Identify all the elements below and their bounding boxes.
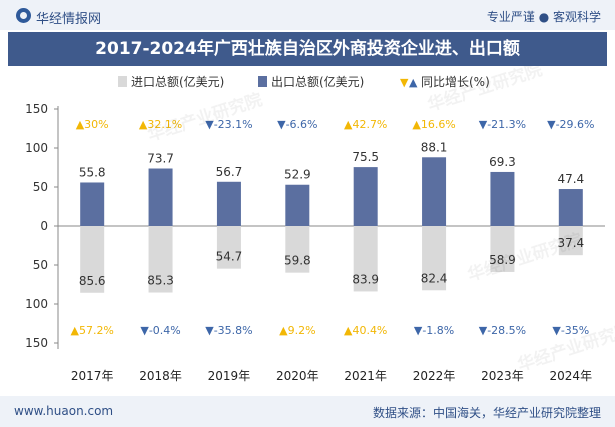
export-bar [216, 181, 241, 226]
export-bar [558, 189, 583, 226]
chart-svg: 进口总额(亿美元) 出口总额(亿美元) ▼ ▲ 同比增长(%) 150100500501… [25, 66, 615, 383]
y-tick-label: 150 [25, 336, 48, 350]
import-value-label: 54.7 [216, 250, 243, 264]
x-tick-label: 2024年 [550, 369, 593, 383]
export-growth-label: ▼-23.1% [205, 118, 252, 131]
export-value-label: 52.9 [284, 168, 311, 182]
export-value-label: 88.1 [421, 140, 448, 154]
y-tick-label: 150 [25, 102, 48, 116]
y-tick-label: 100 [25, 141, 48, 155]
footer-bar: www.huaon.com 数据来源：中国海关，华经产业研究院整理 [0, 396, 615, 427]
import-growth-label: ▲9.2% [279, 324, 315, 337]
legend-growth-up-icon: ▼ [400, 76, 409, 89]
legend-import-label: 进口总额(亿美元) [131, 74, 224, 89]
export-growth-label: ▲42.7% [344, 118, 387, 131]
export-value-label: 55.8 [79, 165, 106, 179]
import-bar [80, 226, 105, 293]
site-link[interactable]: www.huaon.com [14, 404, 114, 418]
import-bar [558, 226, 583, 256]
import-value-label: 85.3 [147, 274, 174, 288]
x-tick-label: 2022年 [413, 369, 456, 383]
x-tick-label: 2019年 [208, 369, 251, 383]
import-growth-label: ▼-35.8% [205, 324, 252, 337]
import-growth-label: ▼-1.8% [414, 324, 454, 337]
export-bar [80, 182, 105, 226]
export-bar [285, 184, 310, 226]
chart-title: 2017-2024年广西壮族自治区外商投资企业进、出口额 [95, 39, 520, 59]
x-tick-label: 2021年 [344, 369, 387, 383]
export-bar [490, 171, 515, 226]
legend-growth-down-icon: ▲ [409, 76, 418, 89]
x-tick-label: 2017年 [71, 369, 114, 383]
import-value-label: 37.4 [557, 236, 584, 250]
export-value-label: 47.4 [557, 172, 584, 186]
y-tick-label: 50 [33, 180, 48, 194]
export-growth-label: ▲16.6% [412, 118, 455, 131]
import-bar [353, 226, 378, 292]
export-growth-label: ▲32.1% [139, 118, 182, 131]
top-bar: 华经情报网 专业严谨 ● 客观科学 [0, 0, 615, 30]
watermark-text: 华经产业研究院 [425, 66, 545, 116]
import-bar [285, 226, 310, 273]
import-value-label: 59.8 [284, 254, 311, 268]
x-tick-label: 2023年 [481, 369, 524, 383]
export-growth-label: ▼-21.3% [479, 118, 526, 131]
import-growth-label: ▼-35% [552, 324, 589, 337]
data-source: 数据来源：中国海关，华经产业研究院整理 [372, 406, 601, 420]
export-growth-label: ▲30% [76, 118, 109, 131]
import-bar [148, 226, 173, 293]
legend-export-swatch [258, 76, 267, 87]
export-growth-label: ▼-29.6% [547, 118, 594, 131]
import-bar [422, 226, 447, 291]
y-tick-label: 100 [25, 297, 48, 311]
import-value-label: 82.4 [421, 271, 448, 285]
axes: 150 100 50 0 50 100 150 [25, 102, 605, 350]
import-growth-label: ▲40.4% [344, 324, 387, 337]
title-bar: 2017-2024年广西壮族自治区外商投资企业进、出口额 [8, 32, 607, 66]
x-tick-label: 2018年 [139, 369, 182, 383]
legend-growth-label: 同比增长(%) [421, 75, 490, 89]
import-bar [216, 226, 241, 269]
import-growth-label: ▼-0.4% [140, 324, 180, 337]
import-bar [490, 226, 515, 272]
export-value-label: 69.3 [489, 155, 516, 169]
legend: 进口总额(亿美元) 出口总额(亿美元) ▼ ▲ 同比增长(%) [118, 74, 490, 89]
import-value-label: 83.9 [352, 272, 379, 286]
legend-export-label: 出口总额(亿美元) [271, 74, 364, 89]
export-bar [148, 168, 173, 226]
import-value-label: 58.9 [489, 253, 516, 267]
y-tick-label: 0 [40, 219, 48, 233]
slogan: 专业严谨 ● 客观科学 [486, 10, 601, 24]
x-tick-label: 2020年 [276, 369, 319, 383]
export-bar [422, 157, 447, 226]
bar-marks [80, 157, 583, 293]
import-growth-label: ▲57.2% [70, 324, 113, 337]
import-value-label: 85.6 [79, 274, 106, 288]
watermark-text: 华经产业研究院 [465, 229, 585, 286]
brand-logo-icon [16, 8, 31, 23]
export-bar [353, 167, 378, 226]
export-growth-label: ▼-6.6% [277, 118, 317, 131]
legend-import-swatch [118, 76, 127, 87]
export-value-label: 73.7 [147, 152, 174, 166]
export-value-label: 56.7 [216, 165, 243, 179]
y-tick-label: 50 [33, 258, 48, 272]
brand-name[interactable]: 华经情报网 [36, 12, 102, 27]
export-value-label: 75.5 [352, 150, 379, 164]
import-growth-label: ▼-28.5% [479, 324, 526, 337]
